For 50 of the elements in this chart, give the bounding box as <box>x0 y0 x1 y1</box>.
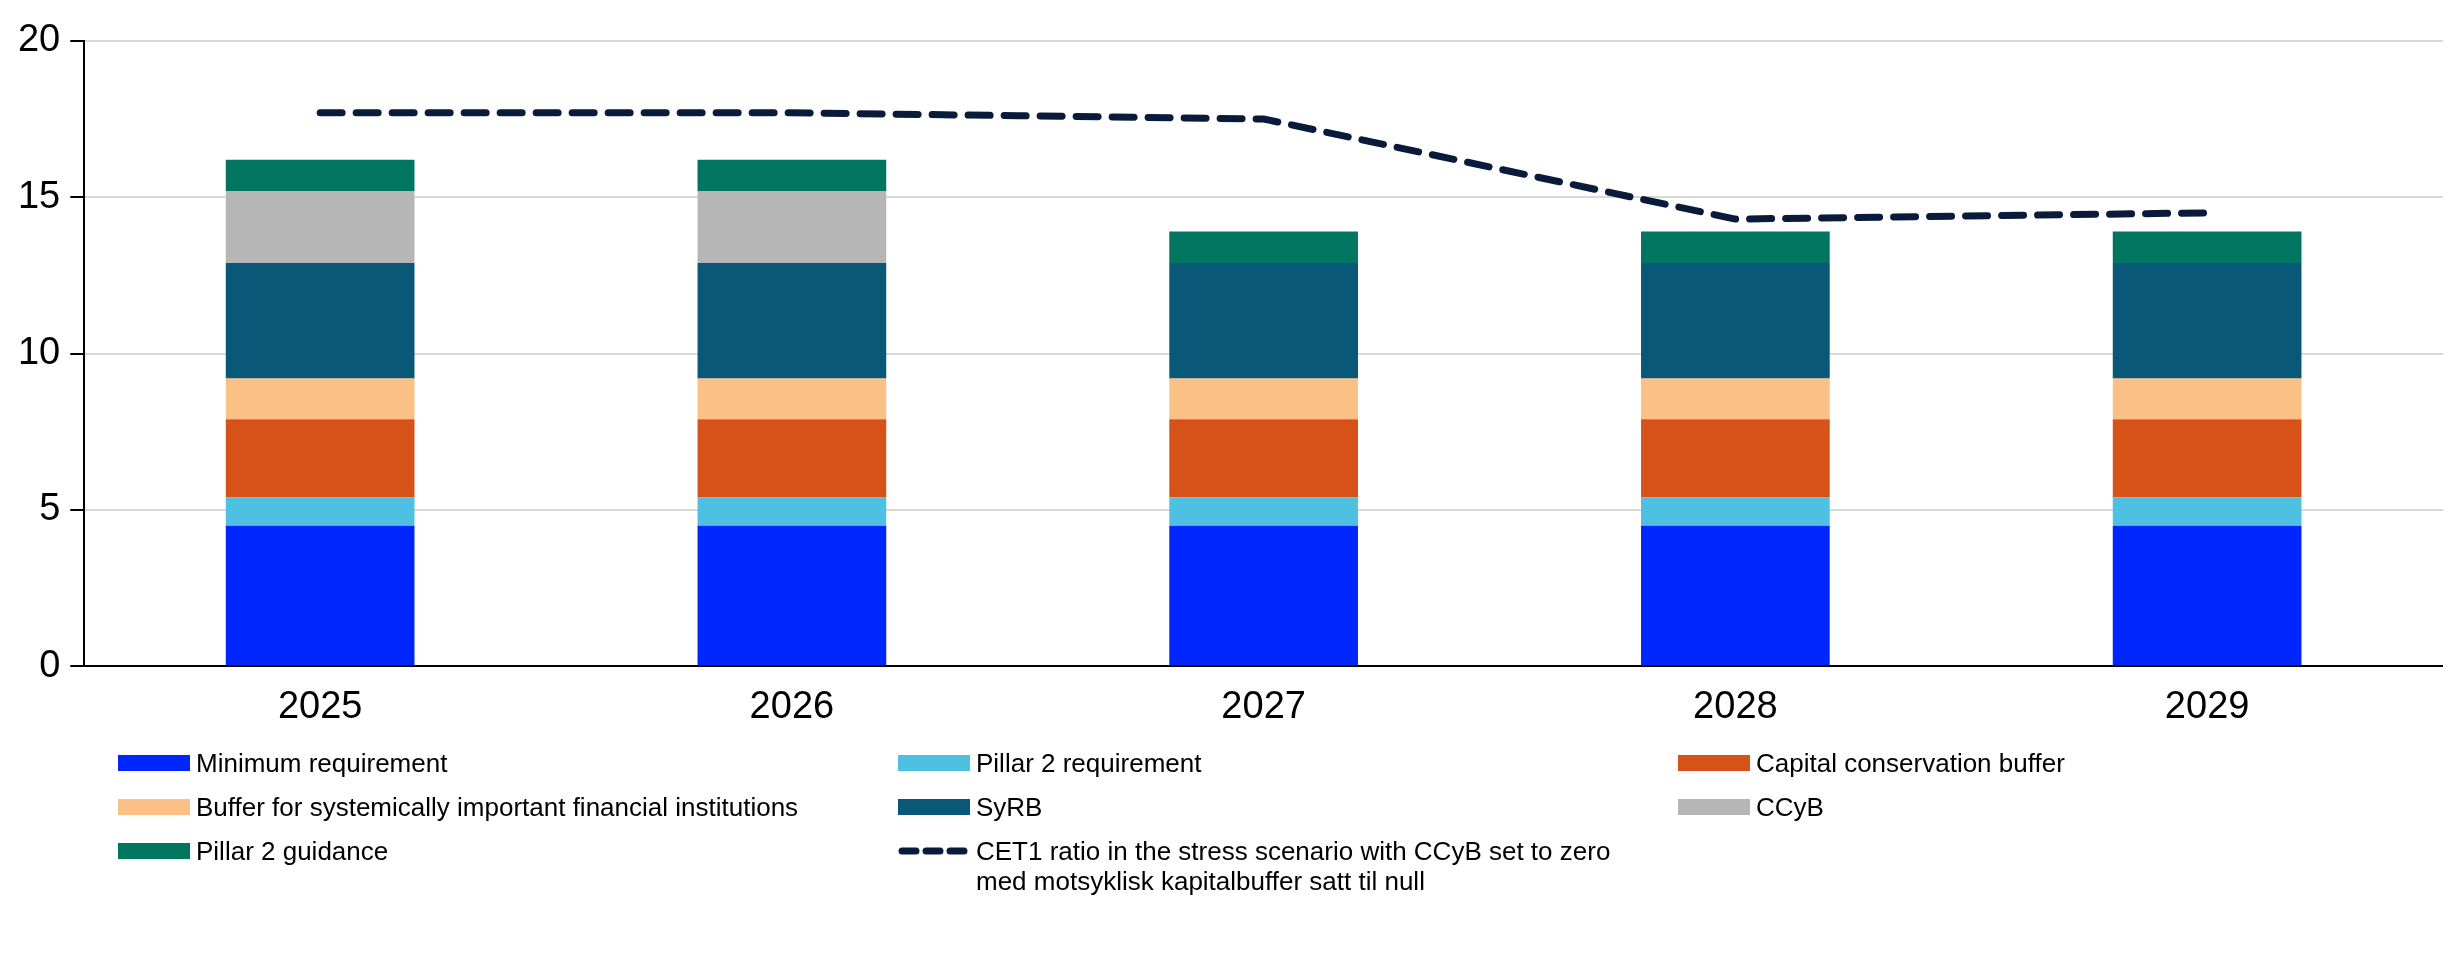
bar <box>2112 419 2302 498</box>
x-tick-label: 2029 <box>2164 683 2250 726</box>
x-tick-label: 2026 <box>749 683 835 726</box>
bar <box>2112 497 2302 526</box>
bar <box>697 190 887 263</box>
bar <box>697 159 887 191</box>
x-tick-label: 2025 <box>277 683 363 726</box>
bar <box>225 419 415 498</box>
bar <box>1169 525 1358 666</box>
bar <box>1169 231 1358 263</box>
bar <box>1641 262 1830 379</box>
legend-label: Capital conservation buffer <box>1756 748 2065 778</box>
bar <box>1641 419 1830 498</box>
bar <box>2112 378 2302 420</box>
y-tick-label: 5 <box>39 486 61 529</box>
legend-label: SyRB <box>976 792 1043 822</box>
bar <box>1169 262 1358 379</box>
bar <box>1169 497 1358 526</box>
bar <box>697 378 887 420</box>
bar <box>2112 525 2302 666</box>
legend-label: Minimum requirement <box>196 748 448 778</box>
bar <box>1169 419 1358 498</box>
bar <box>225 190 415 263</box>
bar <box>1641 525 1830 666</box>
bar <box>1641 231 1830 263</box>
x-tick-label: 2027 <box>1221 683 1306 726</box>
y-tick-label: 0 <box>39 642 61 685</box>
bar <box>1641 378 1830 420</box>
legend-label: CCyB <box>1756 792 1824 822</box>
legend-label: CET1 ratio in the stress scenario with CCyB set to zero med motsyklisk kapitalbuffer satt til null <box>976 836 1611 896</box>
x-tick-label: 2028 <box>1693 683 1778 726</box>
y-tick-label: 10 <box>17 330 61 373</box>
bar <box>225 378 415 420</box>
bar <box>2112 231 2302 263</box>
y-tick-label: 20 <box>17 17 61 60</box>
y-tick-label: 15 <box>17 173 61 216</box>
bar <box>697 497 887 526</box>
bar <box>1641 497 1830 526</box>
bar <box>1169 378 1358 420</box>
legend-label: Buffer for systemically important financial institutions <box>196 792 799 822</box>
bar <box>225 159 415 191</box>
bar <box>225 497 415 526</box>
legend-label: Pillar 2 requirement <box>976 748 1202 778</box>
bar <box>697 419 887 498</box>
legend-label: Pillar 2 guidance <box>196 836 389 866</box>
bar <box>697 262 887 379</box>
bar <box>697 525 887 666</box>
bar <box>225 525 415 666</box>
bar <box>225 262 415 379</box>
bar <box>2112 262 2302 379</box>
